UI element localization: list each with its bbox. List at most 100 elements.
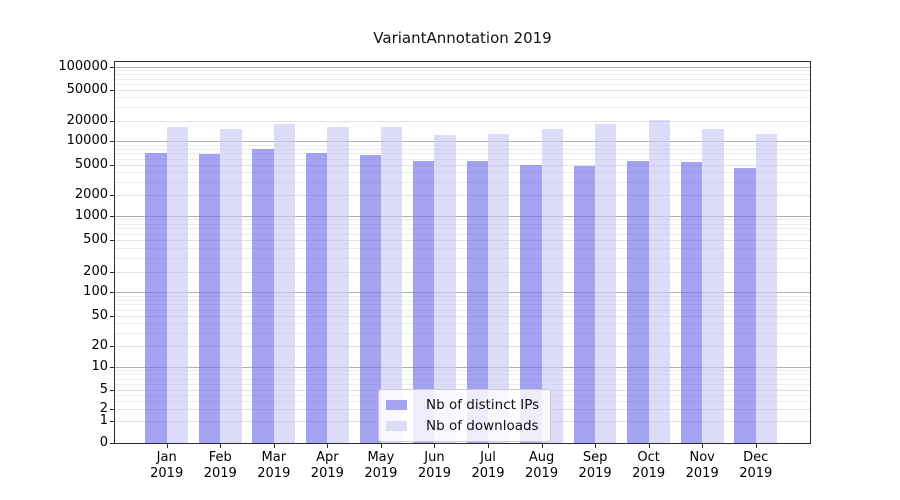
x-tick-label-sep: Sep 2019 [578,450,612,481]
bar-distinct-ips-may [359,154,381,443]
bar-distinct-ips-aug [520,165,542,443]
y-gridline-minor-60 [115,309,810,311]
y-gridline-minor-30 [115,332,810,334]
y-gridline-minor-60000 [115,83,810,85]
y-gridline-tick-5000 [115,165,810,166]
y-gridline-minor-400 [115,247,810,249]
y-gridline-minor-90000 [115,70,810,72]
y-tick-label-100: 100 [83,284,108,300]
legend-label-downloads: Nb of downloads [426,418,539,434]
x-tick-mark-sep [595,443,597,448]
x-tick-label-mar: Mar 2019 [257,450,291,481]
legend-label-distinct-ips: Nb of distinct IPs [426,397,540,413]
y-tick-mark-50000 [110,90,115,91]
y-gridline-minor-800 [115,223,810,225]
legend-swatch-downloads [386,421,407,431]
bar-downloads-oct [648,120,671,443]
y-gridline-tick-50000 [115,90,810,91]
y-gridline-minor-9 [115,370,810,372]
y-tick-label-5000: 5000 [74,157,108,172]
y-gridline-major-10000 [115,141,810,143]
y-gridline-tick-50 [115,316,810,317]
y-gridline-minor-3000 [115,181,810,183]
y-gridline-minor-70000 [115,78,810,80]
bar-distinct-ips-oct [627,161,649,443]
bar-downloads-dec [755,134,778,443]
bars-layer [115,62,810,443]
x-tick-mark-oct [648,443,650,448]
y-tick-label-500: 500 [83,232,108,247]
bar-downloads-feb [220,128,242,443]
y-tick-mark-1 [110,421,115,422]
bar-downloads-nov [702,128,724,443]
bar-downloads-apr [327,126,349,443]
bar-distinct-ips-feb [198,153,221,443]
y-gridline-minor-80 [115,299,810,301]
y-tick-label-0: 0 [99,435,108,450]
y-gridline-major-100000 [115,66,810,68]
y-gridline-minor-6 [115,383,810,385]
y-tick-label-50000: 50000 [66,82,108,97]
x-tick-label-apr: Apr 2019 [310,450,344,481]
y-gridline-minor-8 [115,374,810,376]
y-tick-mark-5 [110,390,115,391]
y-gridline-minor-600 [115,233,810,235]
legend-item-downloads: Nb of downloads [386,418,539,434]
x-tick-mark-mar [273,443,275,448]
x-tick-mark-jun [434,443,436,448]
y-gridline-tick-200 [115,272,810,274]
y-tick-label-20000: 20000 [66,112,108,128]
y-gridline-minor-40000 [115,97,810,99]
y-tick-mark-10 [110,366,115,368]
y-tick-mark-500 [110,240,115,241]
bar-distinct-ips-apr [305,153,328,443]
bar-downloads-sep [595,124,617,443]
x-tick-label-feb: Feb 2019 [203,450,237,481]
y-tick-label-2000: 2000 [74,187,108,202]
x-tick-label-jul: Jul 2019 [471,450,505,481]
y-gridline-tick-20 [115,346,810,347]
y-tick-mark-2 [110,409,115,410]
y-tick-mark-1000 [110,215,115,217]
bar-downloads-may [380,127,403,443]
y-gridline-tick-20000 [115,120,810,122]
bar-distinct-ips-mar [252,148,274,443]
legend-item-distinct-ips: Nb of distinct IPs [386,397,539,413]
y-tick-label-200: 200 [83,264,108,280]
y-tick-label-100000: 100000 [58,58,108,74]
y-tick-mark-2000 [110,195,115,196]
y-gridline-minor-70 [115,304,810,306]
y-tick-mark-10000 [110,141,115,143]
x-tick-mark-apr [327,443,329,448]
y-gridline-minor-8000 [115,148,810,150]
y-gridline-major-100 [115,292,810,294]
bar-distinct-ips-nov [680,161,703,443]
x-tick-mark-nov [702,443,704,448]
y-tick-mark-200 [110,272,115,274]
y-gridline-minor-9000 [115,144,810,146]
x-tick-label-may: May 2019 [364,450,398,481]
legend-swatch-distinct-ips [386,400,407,410]
bar-distinct-ips-jul [466,161,488,443]
y-gridline-minor-900 [115,219,810,221]
y-gridline-minor-7000 [115,153,810,155]
y-gridline-tick-2000 [115,195,810,196]
y-gridline-minor-300 [115,258,810,259]
y-tick-label-1000: 1000 [74,207,108,223]
y-gridline-minor-80000 [115,74,810,76]
x-tick-label-aug: Aug 2019 [525,450,559,481]
x-tick-label-oct: Oct 2019 [632,450,666,481]
x-tick-mark-jan [166,443,168,448]
y-gridline-minor-700 [115,228,810,230]
bar-downloads-jul [488,133,510,443]
x-tick-mark-jul [488,443,489,448]
chart-title: VariantAnnotation 2019 [373,29,552,47]
x-tick-mark-may [380,443,382,448]
bar-distinct-ips-sep [573,166,596,443]
bar-downloads-mar [273,123,296,443]
x-tick-mark-feb [220,443,222,448]
x-tick-label-jan: Jan 2019 [150,450,184,481]
y-tick-mark-5000 [110,165,115,166]
y-gridline-minor-40 [115,323,810,325]
bar-downloads-jun [434,134,456,443]
